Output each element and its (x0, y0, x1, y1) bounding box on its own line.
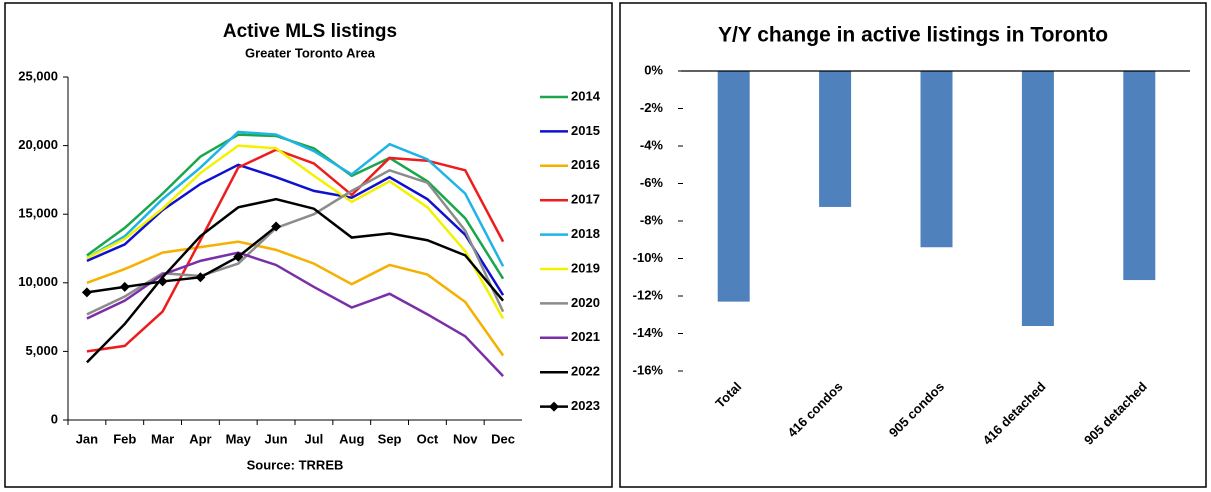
legend-label: 2021 (571, 329, 600, 344)
x-axis-label: Source: TRREB (247, 457, 344, 472)
y-tick-label: 25,000 (18, 68, 58, 83)
x-tick-label: 905 condos (886, 379, 947, 440)
legend-label: 2017 (571, 192, 600, 207)
x-tick-label: Mar (151, 431, 174, 446)
bar (717, 71, 750, 302)
legend-label: 2019 (571, 260, 600, 275)
y-tick-label: 0% (644, 62, 663, 77)
series-line (86, 148, 505, 353)
series-line (86, 197, 505, 364)
x-tick-label: Dec (491, 431, 515, 446)
chart-title: Active MLS listings (223, 21, 397, 42)
x-tick-label: 416 condos (784, 379, 845, 440)
x-tick-label: Sep (378, 431, 402, 446)
x-tick-label: Total (712, 379, 744, 411)
panel (619, 2, 1207, 488)
y-tick-label: -14% (633, 325, 664, 340)
legend-label: 2023 (571, 398, 600, 413)
legend-label: 2018 (571, 226, 600, 241)
y-tick-label: -6% (640, 175, 664, 190)
panel (4, 2, 613, 488)
series-line (86, 251, 504, 377)
y-tick-label: -4% (640, 137, 664, 152)
legend-label: 2014 (571, 88, 601, 103)
y-tick-label: 0 (51, 411, 58, 426)
series-line (86, 240, 505, 357)
x-tick-label: 905 detached (1081, 379, 1150, 448)
series-line (86, 225, 277, 294)
legend-label: 2015 (571, 123, 600, 138)
chart-subtitle: Greater Toronto Area (245, 45, 376, 60)
point (119, 281, 130, 292)
point (81, 287, 92, 298)
y-tick-label: 15,000 (18, 206, 58, 221)
x-tick-label: Oct (417, 431, 439, 446)
point (157, 276, 168, 287)
legend-label: 2020 (571, 295, 600, 310)
y-tick-label: 5,000 (25, 343, 58, 358)
x-tick-label: Feb (113, 431, 136, 446)
x-tick-label: Aug (339, 431, 364, 446)
bar (1123, 71, 1156, 281)
x-tick-label: Jun (265, 431, 288, 446)
x-tick-label: Jul (305, 431, 324, 446)
x-tick-label: Nov (453, 431, 478, 446)
series-line (86, 130, 505, 267)
point (233, 251, 244, 262)
y-tick-label: 10,000 (18, 274, 58, 289)
bar (920, 71, 953, 248)
y-tick-label: -12% (633, 287, 664, 302)
legend-label: 2016 (571, 157, 600, 172)
legend-label: 2022 (571, 364, 600, 379)
x-tick-label: Jan (76, 431, 98, 446)
point (271, 221, 282, 232)
chart-title: Y/Y change in active listings in Toronto (718, 24, 1108, 47)
y-tick-label: -8% (640, 212, 664, 227)
y-tick-label: -2% (640, 100, 664, 115)
legend-marker (549, 401, 559, 412)
y-tick-label: 20,000 (18, 137, 58, 152)
point (195, 272, 206, 283)
bar (1021, 71, 1054, 326)
bar (819, 71, 852, 207)
y-tick-label: -16% (633, 362, 664, 377)
x-tick-label: Apr (189, 431, 211, 446)
series-line (86, 144, 505, 320)
x-tick-label: May (226, 431, 252, 446)
series-line (86, 168, 505, 316)
x-tick-label: 416 detached (980, 379, 1049, 448)
y-tick-label: -10% (633, 250, 664, 265)
series-line (86, 163, 505, 296)
